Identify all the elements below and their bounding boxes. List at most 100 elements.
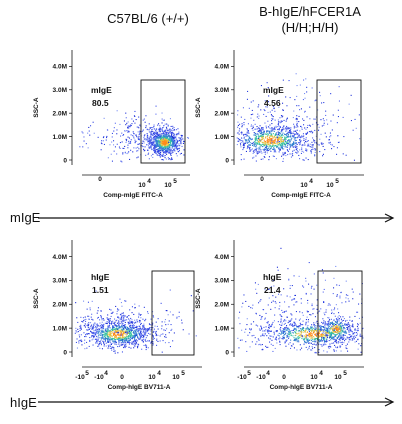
event-point — [180, 142, 182, 144]
event-point — [195, 335, 197, 337]
event-point — [340, 323, 342, 325]
event-point — [177, 151, 179, 153]
event-point — [302, 328, 304, 330]
event-point — [130, 141, 132, 143]
event-point — [325, 336, 327, 338]
event-point — [104, 328, 106, 330]
event-point — [322, 338, 324, 340]
event-point — [312, 146, 314, 148]
event-point — [135, 134, 137, 136]
event-point — [332, 331, 334, 333]
event-point — [334, 326, 336, 328]
event-point — [110, 330, 112, 332]
event-point — [315, 352, 317, 354]
event-point — [328, 326, 330, 328]
event-point — [256, 151, 258, 153]
event-point — [311, 324, 313, 326]
event-point — [278, 125, 280, 127]
event-point — [178, 311, 180, 313]
event-point — [327, 325, 329, 327]
event-point — [170, 144, 172, 146]
event-point — [271, 134, 273, 136]
event-point — [269, 335, 271, 337]
event-point — [333, 328, 335, 330]
event-point — [292, 155, 294, 157]
event-point — [156, 338, 158, 340]
event-point — [147, 330, 149, 332]
event-point — [309, 339, 311, 341]
event-point — [104, 332, 106, 334]
event-point — [168, 148, 170, 150]
event-point — [294, 133, 296, 135]
event-point — [287, 136, 289, 138]
event-point — [255, 143, 257, 145]
event-point — [152, 331, 154, 333]
event-point — [108, 333, 110, 335]
event-point — [171, 136, 173, 138]
event-point — [114, 339, 116, 341]
event-point — [108, 339, 110, 341]
event-point — [108, 325, 110, 327]
event-point — [310, 349, 312, 351]
event-point — [268, 144, 270, 146]
event-point — [134, 110, 136, 112]
event-point — [165, 129, 167, 131]
event-point — [174, 150, 176, 152]
event-point — [288, 337, 290, 339]
event-point — [345, 324, 347, 326]
event-point — [311, 335, 313, 337]
event-point — [120, 330, 122, 332]
event-point — [241, 142, 243, 144]
event-point — [176, 155, 178, 157]
event-point — [359, 335, 361, 337]
event-point — [258, 117, 260, 119]
event-point — [346, 329, 348, 331]
event-point — [315, 338, 317, 340]
event-point — [309, 327, 311, 329]
event-point — [120, 332, 122, 334]
x-tick-label: 4 — [266, 370, 270, 377]
event-point — [305, 342, 307, 344]
event-point — [90, 125, 92, 127]
event-point — [320, 339, 322, 341]
event-point — [128, 140, 130, 142]
event-point — [336, 342, 338, 344]
event-point — [253, 151, 255, 153]
event-point — [323, 288, 325, 290]
event-point — [150, 324, 152, 326]
event-point — [321, 102, 323, 104]
event-point — [283, 311, 285, 313]
event-point — [286, 295, 288, 297]
event-point — [254, 128, 256, 130]
event-point — [181, 134, 183, 136]
event-point — [282, 330, 284, 332]
event-point — [144, 332, 146, 334]
event-point — [123, 332, 125, 334]
event-point — [256, 132, 258, 134]
event-point — [120, 318, 122, 320]
event-point — [128, 130, 130, 132]
x-tick-label: 5 — [247, 370, 251, 377]
event-point — [166, 123, 168, 125]
event-point — [265, 133, 267, 135]
event-point — [155, 152, 157, 154]
event-point — [330, 93, 332, 95]
event-point — [288, 343, 290, 345]
event-point — [168, 149, 170, 151]
y-axis-label: SSC-A — [33, 97, 40, 118]
event-point — [340, 316, 342, 318]
event-point — [279, 143, 281, 145]
event-point — [150, 140, 152, 142]
event-point — [328, 334, 330, 336]
x-tick-label: 5 — [335, 178, 339, 185]
x-tick-label: 0 — [120, 374, 124, 381]
event-point — [282, 135, 284, 137]
event-point — [137, 146, 139, 148]
event-point — [153, 138, 155, 140]
event-point — [305, 341, 307, 343]
x-tick-label: -10 — [237, 374, 247, 381]
event-point — [148, 328, 150, 330]
event-point — [153, 124, 155, 126]
event-point — [263, 309, 265, 311]
event-point — [289, 287, 291, 289]
